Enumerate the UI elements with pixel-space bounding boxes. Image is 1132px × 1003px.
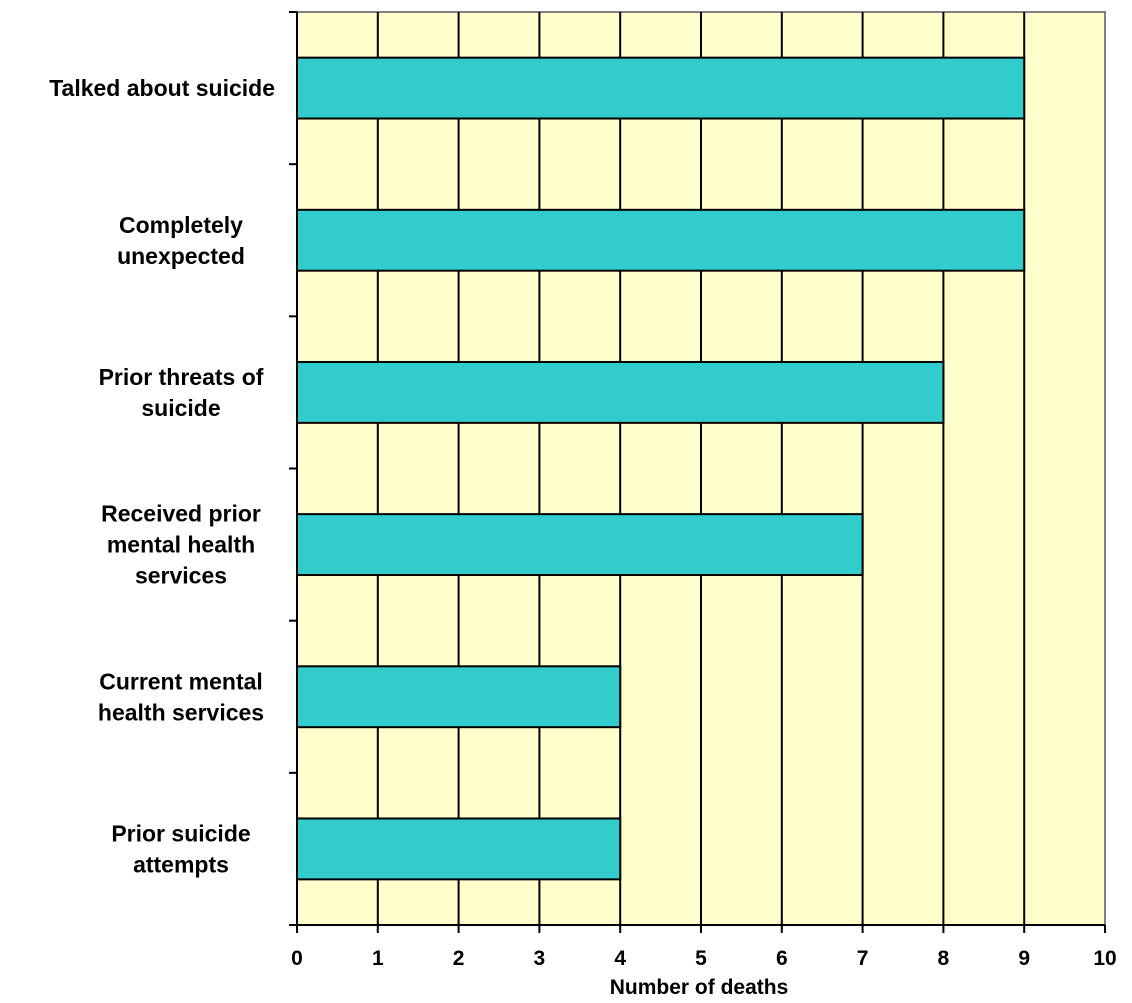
x-axis-title: Number of deaths — [610, 976, 789, 999]
x-tick-label: 6 — [776, 947, 788, 970]
x-tick-label: 10 — [1093, 947, 1116, 970]
category-label: Talked about suicide — [49, 75, 275, 101]
category-label: Prior suicide attempts — [111, 820, 250, 877]
x-tick-label: 4 — [614, 947, 626, 970]
bar-2 — [296, 208, 1026, 272]
bar-5 — [296, 665, 622, 729]
x-tick-label: 1 — [372, 947, 384, 970]
x-tick-label: 7 — [857, 947, 869, 970]
category-label: Prior threats of suicide — [99, 364, 264, 421]
bars — [296, 56, 1026, 881]
x-tick-label: 5 — [695, 947, 707, 970]
bar-1 — [296, 56, 1026, 120]
category-label: Current mental health services — [98, 668, 264, 725]
category-label: Completely unexpected — [117, 212, 245, 269]
bar-3 — [296, 360, 945, 424]
x-tick-label: 8 — [938, 947, 950, 970]
x-tick-label: 0 — [291, 947, 303, 970]
category-label: Received prior mental health services — [101, 501, 261, 589]
x-tick-label: 3 — [534, 947, 546, 970]
bar-4 — [296, 513, 864, 577]
x-tick-label: 9 — [1018, 947, 1030, 970]
bar-6 — [296, 817, 622, 881]
x-tick-label: 2 — [453, 947, 465, 970]
gridlines — [376, 12, 1026, 925]
